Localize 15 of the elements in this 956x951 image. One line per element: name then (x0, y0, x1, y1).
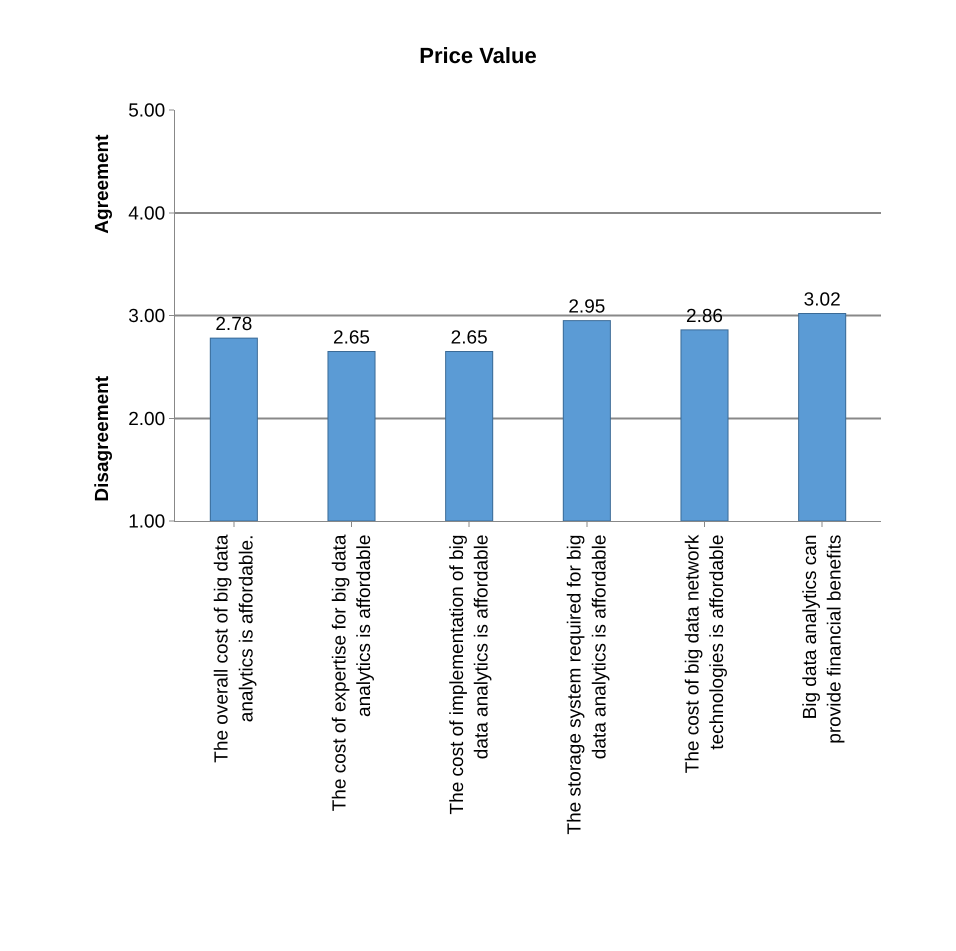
data-label: 2.86 (686, 306, 723, 327)
y-tick-label: 5.00 (128, 100, 166, 122)
text: Agreement (92, 134, 113, 234)
data-label: 2.65 (333, 327, 370, 348)
y-axis-title: Disagreement (92, 375, 113, 502)
y-tick-label: 4.00 (128, 203, 166, 224)
data-label: 2.65 (450, 327, 488, 348)
data-label: 3.02 (804, 289, 841, 310)
y-tick-label: 1.00 (128, 512, 166, 533)
y-tick-label: 3.00 (128, 306, 166, 328)
chart-title: Price Value (419, 42, 537, 68)
data-label: 2.95 (568, 296, 606, 318)
y-tick-label: 2.00 (128, 408, 166, 430)
x-tick-label: The overall cost of big data analytics is affordable. (212, 534, 258, 763)
data-label: 2.78 (215, 314, 252, 336)
